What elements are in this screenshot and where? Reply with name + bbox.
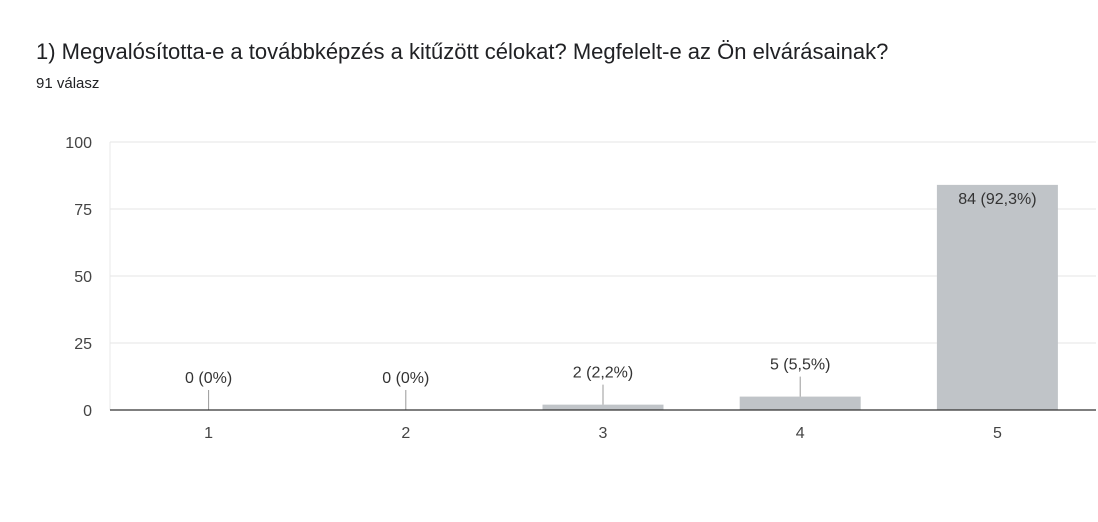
y-axis-ticks: 0 25 50 75 100 bbox=[65, 135, 92, 420]
y-tick-label: 0 bbox=[83, 403, 92, 420]
data-label: 0 (0%) bbox=[382, 370, 429, 387]
x-tick-label: 2 bbox=[401, 425, 410, 442]
x-tick-label: 5 bbox=[993, 425, 1002, 442]
data-label: 2 (2,2%) bbox=[573, 365, 633, 382]
response-count: 91 válasz bbox=[36, 75, 100, 92]
bar-5[interactable] bbox=[936, 184, 1058, 410]
x-tick-label: 3 bbox=[599, 425, 608, 442]
bar-4[interactable] bbox=[739, 396, 861, 410]
data-label: 5 (5,5%) bbox=[770, 357, 830, 374]
data-label: 0 (0%) bbox=[185, 370, 232, 387]
x-tick-label: 4 bbox=[796, 425, 805, 442]
bars bbox=[542, 184, 1058, 410]
x-tick-label: 1 bbox=[204, 425, 213, 442]
gridlines bbox=[109, 141, 1096, 410]
y-tick-label: 25 bbox=[74, 336, 92, 353]
data-labels: 0 (0%) 0 (0%) 2 (2,2%) 5 (5,5%) 84 (92,3%) bbox=[185, 191, 1037, 410]
y-tick-label: 100 bbox=[65, 135, 92, 152]
question-title: 1) Megvalósította-e a továbbképzés a kit… bbox=[36, 39, 889, 64]
y-tick-label: 50 bbox=[74, 269, 92, 286]
y-tick-label: 75 bbox=[74, 202, 92, 219]
x-axis-ticks: 1 2 3 4 5 bbox=[110, 409, 1096, 442]
bar-3[interactable] bbox=[542, 404, 664, 410]
data-label: 84 (92,3%) bbox=[958, 191, 1036, 208]
